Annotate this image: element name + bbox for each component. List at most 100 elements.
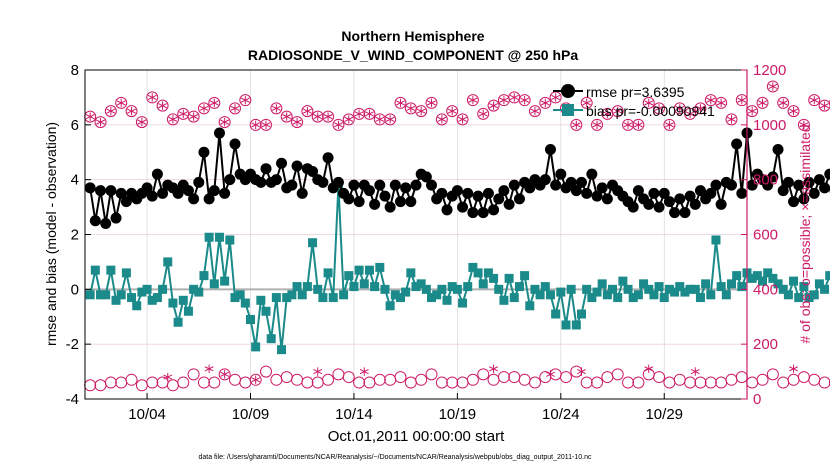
rmse-point-124 [725,179,737,191]
bias-point-137 [794,293,804,303]
obs-high-assimilated-140 [809,95,819,105]
obs-low-possible-50 [342,371,355,384]
obs-low-possible-32 [249,373,262,386]
rmse-point-96 [581,187,593,199]
bias-point-51 [349,282,359,292]
obs-high-possible-74 [466,94,479,107]
bias-point-28 [230,293,240,303]
obs-high-possible-10 [135,116,148,129]
axis-ticks: 10/04 10/09 10/14 10/19 10/24 10/29-4-2024680… [66,62,787,423]
rmse-point-94 [570,185,582,197]
rmse-point-134 [777,185,789,197]
obs-high-possible-136 [787,105,800,118]
bias-point-124 [726,279,736,289]
obs-high-possible-88 [539,96,552,109]
x-tick-label-3: 10/19 [439,406,477,423]
obs-high-assimilated-56 [375,115,385,124]
obs-high-possible-60 [394,96,407,109]
obs-high-assimilated-82 [509,93,519,102]
bias-point-40 [292,282,302,292]
bias-point-33 [256,295,266,305]
obs-high-possible-8 [125,105,138,118]
obs-low-possible-26 [218,368,231,381]
rmse-point-133 [772,144,784,156]
obs-high-assimilated-2 [96,117,105,127]
obs-low-possible-52 [353,376,366,389]
obs-high-possible-122 [715,96,728,109]
rmse-point-88 [539,174,551,186]
bias-point-70 [447,282,457,292]
bias-point-102 [613,293,623,303]
obs-high-possible-40 [291,116,304,129]
rmse-point-71 [451,185,463,197]
rmse-point-5 [110,212,122,224]
rmse-point-117 [689,198,701,210]
bias-point-110 [654,282,664,292]
rmse-point-76 [477,207,489,219]
bias-point-16 [168,298,178,308]
y-tick-label-left-5: 6 [71,117,79,134]
bias-point-53 [359,279,369,289]
bias-point-15 [163,257,173,267]
obs-high-assimilated-110 [654,104,664,113]
obs-low-assimilated-4 [313,367,323,376]
obs-high-assimilated-80 [499,95,509,105]
bias-point-88 [540,282,550,292]
bias-point-19 [183,306,193,316]
rmse-point-33 [255,176,267,188]
obs-high-assimilated-68 [437,115,447,124]
bias-point-82 [509,293,519,303]
obs-high-possible-114 [673,102,686,115]
bias-point-90 [551,309,561,319]
x-tick-label-5: 10/29 [645,406,683,423]
data-file-note: data file: /Users/gharamti/Documents/NCA… [198,454,592,461]
rmse-point-111 [658,187,670,199]
obs-high-assimilated-142 [820,101,830,110]
rmse-point-97 [586,168,598,180]
obs-high-possible-46 [322,110,335,123]
bias-point-135 [783,290,793,300]
obs-high-assimilated-104 [623,120,633,130]
obs-high-possible-56 [373,113,386,126]
obs-low-assimilated-10 [690,367,700,376]
rmse-point-120 [705,187,717,199]
rmse-point-27 [224,174,236,186]
bias-point-14 [158,284,168,294]
rmse-point-46 [322,152,334,164]
obs-high-assimilated-132 [768,82,778,91]
bias-point-12 [147,295,157,305]
bias-point-50 [344,271,354,281]
bias-point-122 [716,282,726,292]
bias-point-80 [499,295,509,305]
obs-low-possible-74 [466,373,479,386]
obs-low-possible-42 [301,376,314,389]
rmse-point-57 [379,190,391,202]
rmse-point-82 [508,179,520,191]
bias-point-32 [251,342,261,352]
obs-low-possible-106 [632,376,645,389]
obs-low-assimilated-5 [359,367,369,376]
bias-point-103 [618,276,628,286]
bias-point-36 [271,293,281,303]
obs-low-possible-24 [208,376,221,389]
obs-high-assimilated-138 [799,120,809,130]
rmse-point-34 [260,163,272,175]
bias-point-129 [752,271,762,281]
obs-high-possible-20 [187,110,200,123]
obs-low-assimilated-2 [220,370,230,379]
bias-point-30 [240,298,250,308]
obs-high-assimilated-28 [230,104,240,113]
bias-point-67 [432,290,442,300]
rmse-series [84,127,830,230]
obs-high-assimilated-36 [271,104,281,113]
rmse-point-122 [715,198,727,210]
rmse-point-66 [426,179,438,191]
obs-high-possible-36 [270,102,283,115]
obs-high-possible-50 [342,113,355,126]
obs-high-possible-102 [611,105,624,118]
rmse-point-109 [648,187,660,199]
obs-high-assimilated-88 [540,98,550,108]
y-tick-label-right-5: 1000 [753,117,786,134]
obs-low-assimilated-6 [489,364,499,374]
obs-high-assimilated-44 [313,112,323,121]
